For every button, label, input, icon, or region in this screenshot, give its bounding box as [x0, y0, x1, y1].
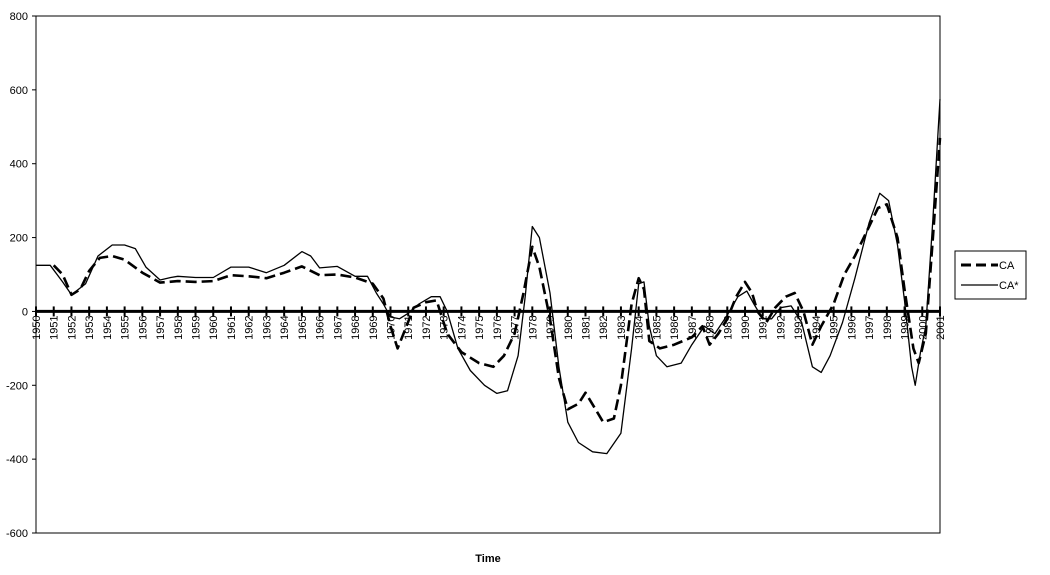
- x-tick-label: 1980: [563, 315, 575, 339]
- x-tick-label: 1969: [368, 315, 380, 339]
- x-tick-label: 1965: [297, 315, 309, 339]
- x-tick-label: 1954: [102, 315, 114, 339]
- legend: CA CA*: [954, 250, 1027, 300]
- x-tick-label: 2001: [935, 315, 947, 339]
- y-tick-label: -600: [6, 528, 28, 540]
- x-tick-label: 1976: [492, 315, 504, 339]
- series-line-ca: [52, 137, 942, 424]
- x-tick-label: 1988: [705, 315, 717, 339]
- x-tick-label: 1968: [350, 315, 362, 339]
- x-tick-label: 1995: [829, 315, 841, 339]
- x-tick-label: 1972: [421, 315, 433, 339]
- legend-label-ca-star: CA*: [999, 280, 1019, 292]
- x-tick-label: 1971: [403, 315, 415, 339]
- x-tick-label: 1951: [49, 315, 61, 339]
- x-tick-label: 1956: [137, 315, 149, 339]
- x-tick-label: 1967: [332, 315, 344, 339]
- y-tick-label: 400: [10, 159, 28, 171]
- x-tick-label: 1958: [173, 315, 185, 339]
- x-tick-label: 1992: [775, 315, 787, 339]
- x-tick-label: 1955: [120, 315, 132, 339]
- x-tick-label: 1963: [261, 315, 273, 339]
- x-tick-label: 1957: [155, 315, 167, 339]
- x-tick-label: 1998: [882, 315, 894, 339]
- x-tick-label: 1975: [474, 315, 486, 339]
- x-tick-label: 1962: [244, 315, 256, 339]
- x-tick-label: 1966: [315, 315, 327, 339]
- legend-label-ca: CA: [999, 260, 1015, 272]
- y-axis: 800 600 400 200 0 -200 -400 -600: [6, 11, 36, 540]
- x-tick-label: 1950: [31, 315, 43, 339]
- x-tick-label: 1964: [279, 315, 291, 339]
- x-tick-label: 1985: [651, 315, 663, 339]
- x-axis: 1950 1951 1952 1953 1954 1955 1956 1957 1958 1959…: [31, 306, 947, 340]
- x-tick-label: 1981: [580, 315, 592, 339]
- series-layer: [36, 99, 942, 455]
- x-tick-label: 1960: [208, 315, 220, 339]
- x-tick-label: 1990: [740, 315, 752, 339]
- x-axis-title: Time: [475, 553, 500, 565]
- x-tick-label: 1959: [191, 315, 203, 339]
- y-tick-label: 600: [10, 85, 28, 97]
- plot-frame: [35, 15, 941, 534]
- y-tick-label: -200: [6, 380, 28, 392]
- x-tick-label: 1994: [811, 315, 823, 339]
- x-tick-label: 1974: [456, 315, 468, 339]
- x-tick-label: 1952: [66, 315, 78, 339]
- y-tick-label: -400: [6, 454, 28, 466]
- y-tick-label: 200: [10, 233, 28, 245]
- x-tick-label: 1996: [846, 315, 858, 339]
- x-tick-label: 1986: [669, 315, 681, 339]
- x-tick-label: 1961: [226, 315, 238, 339]
- y-tick-label: 0: [22, 306, 28, 318]
- x-tick-label: 1953: [84, 315, 96, 339]
- x-tick-label: 1984: [634, 315, 646, 339]
- x-tick-label: 1997: [864, 315, 876, 339]
- series-line-ca-star: [36, 99, 941, 455]
- x-tick-label: 1978: [527, 315, 539, 339]
- legend-box: [954, 250, 1027, 300]
- x-tick-label: 1993: [793, 315, 805, 339]
- x-tick-label: 1982: [598, 315, 610, 339]
- x-tick-label: 1983: [616, 315, 628, 339]
- y-tick-label: 800: [10, 11, 28, 23]
